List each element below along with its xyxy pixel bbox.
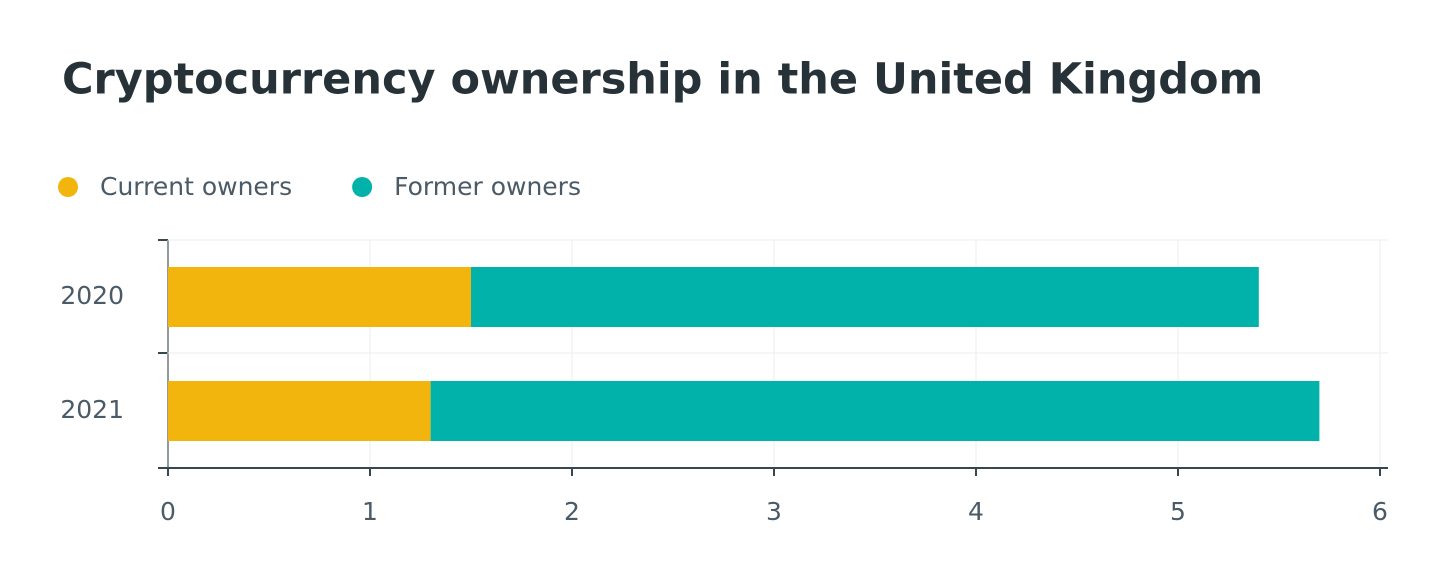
bar [168, 381, 431, 441]
x-tick-label: 2 [564, 497, 580, 526]
x-tick-label: 1 [362, 497, 378, 526]
legend-label: Current owners [100, 172, 292, 201]
legend-swatch [58, 177, 78, 197]
x-tick-label: 3 [766, 497, 782, 526]
y-tick-label: 2021 [60, 395, 124, 424]
x-tick-label: 4 [968, 497, 984, 526]
legend-label: Former owners [394, 172, 581, 201]
y-tick-label: 2020 [60, 281, 124, 310]
x-tick-label: 6 [1372, 497, 1388, 526]
x-tick-label: 5 [1170, 497, 1186, 526]
chart-title: Cryptocurrency ownership in the United K… [62, 55, 1263, 105]
bar [168, 267, 471, 327]
x-tick-label: 0 [160, 497, 176, 526]
legend-swatch [352, 177, 373, 197]
bar [430, 381, 1320, 441]
bar [471, 267, 1259, 327]
